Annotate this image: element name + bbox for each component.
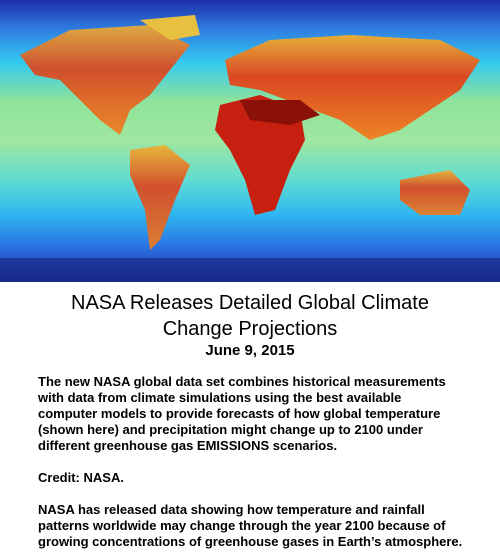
article-date: June 9, 2015 <box>205 342 295 359</box>
body-line: NASA has released data showing how tempe… <box>38 502 425 517</box>
caption-line: with data from climate simulations using… <box>38 390 402 405</box>
climate-map <box>0 0 500 282</box>
body-line: growing concentrations of greenhouse gas… <box>38 534 463 549</box>
article-title: NASA Releases Detailed Global Climate <box>71 292 429 314</box>
body-line: patterns worldwide may change through th… <box>38 518 446 533</box>
credit: Credit: NASA. <box>38 470 124 485</box>
caption-line: computer models to provide forecasts of … <box>38 406 441 421</box>
article-title: Change Projections <box>162 318 338 340</box>
caption-line: different greenhouse gas EMISSIONS scena… <box>38 438 338 453</box>
caption-line: The new NASA global data set combines hi… <box>38 374 446 389</box>
caption-line: (shown here) and precipitation might cha… <box>38 422 423 437</box>
